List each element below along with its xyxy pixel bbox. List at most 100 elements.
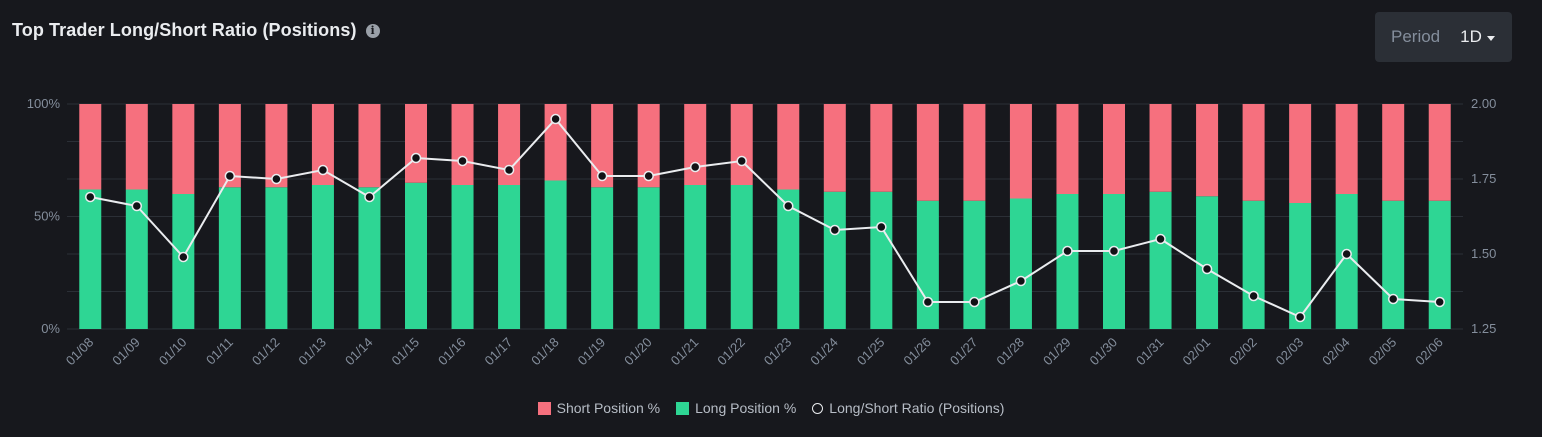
long-bar (730, 185, 753, 329)
long-bar (1196, 196, 1219, 329)
chart-title: Top Trader Long/Short Ratio (Positions) (12, 20, 357, 40)
long-bar (870, 191, 893, 329)
y-right-tick-label: 1.50 (1471, 246, 1496, 261)
ratio-marker-icon (812, 402, 824, 414)
long-bar (637, 187, 660, 329)
ratio-point (178, 251, 189, 263)
short-bar (916, 104, 939, 201)
ratio-point (1108, 245, 1120, 257)
ratio-point (364, 191, 375, 203)
x-tick-label: 01/25 (854, 335, 888, 369)
short-bar (1056, 104, 1079, 194)
info-icon[interactable]: i (365, 23, 380, 38)
long-bar (1428, 200, 1451, 329)
ratio-point (85, 191, 96, 203)
ratio-point (503, 164, 515, 176)
ratio-point (922, 296, 934, 308)
x-tick-label: 01/22 (714, 335, 748, 369)
ratio-point (1341, 248, 1352, 260)
short-bar (125, 104, 148, 190)
short-bar (311, 104, 334, 185)
long-bar (1149, 191, 1172, 329)
x-tick-label: 01/26 (900, 335, 934, 369)
long-bar (684, 185, 707, 329)
x-tick-label: 01/29 (1040, 335, 1074, 369)
legend-item-short[interactable]: Short Position % (537, 400, 660, 416)
long-bar (1335, 194, 1358, 329)
x-tick-label: 01/10 (156, 335, 190, 369)
short-bar (684, 104, 707, 185)
short-bar (172, 104, 195, 194)
short-bar (1103, 104, 1125, 194)
grid-lines (67, 103, 1463, 330)
ratio-point (829, 224, 841, 236)
y-left-tick-label: 0% (41, 321, 60, 336)
x-tick-label: 01/11 (203, 335, 236, 368)
ratio-point (643, 170, 654, 182)
short-bar (405, 104, 427, 183)
x-tick-label: 01/13 (295, 335, 329, 369)
ratio-point (689, 161, 701, 173)
short-swatch-icon (537, 401, 551, 415)
x-tick-label: 01/28 (993, 335, 1027, 369)
legend-label-ratio: Long/Short Ratio (Positions) (829, 400, 1005, 416)
long-bar (79, 189, 102, 329)
ratio-line (85, 113, 1445, 323)
long-bar (1289, 203, 1312, 329)
x-tick-label: 01/30 (1087, 335, 1121, 369)
axes: 0% 50% 100% 1.25 1.50 1.75 2.00 01/08 01/09 01/10… (27, 96, 1497, 368)
chart-header: Top Trader Long/Short Ratio (Positions) … (12, 20, 380, 41)
short-bar (637, 104, 660, 188)
x-tick-label: 02/02 (1226, 335, 1260, 369)
short-bar (1196, 104, 1219, 197)
short-bar (1009, 104, 1032, 199)
short-bar (963, 104, 986, 201)
long-bar (1009, 198, 1032, 329)
legend-item-ratio[interactable]: Long/Short Ratio (Positions) (812, 400, 1004, 416)
ratio-point (1015, 275, 1027, 287)
long-bar (591, 187, 614, 329)
ratio-point (736, 155, 747, 167)
x-tick-label: 01/19 (575, 335, 609, 369)
y-left-tick-label: 100% (27, 96, 61, 111)
period-selector[interactable]: Period 1D (1375, 12, 1512, 62)
long-bar (311, 185, 334, 329)
ratio-point (1248, 290, 1259, 302)
short-bar (358, 104, 381, 188)
ratio-point (1434, 296, 1445, 308)
short-bar (777, 104, 800, 190)
short-bar (870, 104, 893, 192)
short-bar (1289, 104, 1312, 203)
ratio-point (224, 170, 236, 182)
ratio-point (1201, 263, 1213, 275)
long-bar (544, 180, 567, 329)
x-tick-label: 01/23 (761, 335, 795, 369)
period-label: Period (1391, 27, 1441, 46)
short-bar (79, 104, 102, 190)
x-tick-label: 01/27 (947, 335, 981, 369)
short-bar (1335, 104, 1358, 194)
ratio-point (876, 221, 887, 233)
x-tick-label: 01/16 (435, 335, 469, 369)
ratio-point (317, 164, 329, 176)
long-bar (823, 191, 846, 329)
y-left-tick-label: 50% (34, 209, 60, 224)
ratio-point (1387, 293, 1399, 305)
ratio-point (1294, 311, 1306, 323)
legend-item-long[interactable]: Long Position % (676, 400, 796, 416)
x-tick-label: 01/14 (342, 335, 376, 369)
long-bar (1382, 200, 1405, 329)
legend-label-long: Long Position % (695, 400, 797, 416)
long-bar (498, 185, 521, 329)
x-tick-label: 01/18 (528, 335, 562, 369)
short-bar (1149, 104, 1172, 192)
short-bar (544, 104, 567, 181)
y-right-tick-label: 2.00 (1471, 96, 1496, 111)
long-bar (265, 187, 288, 329)
caret-down-icon (1486, 35, 1495, 41)
ratio-point (271, 173, 282, 185)
long-bar (358, 187, 381, 329)
long-bar (916, 200, 939, 329)
short-bar (730, 104, 753, 185)
x-tick-label: 02/03 (1273, 335, 1307, 369)
